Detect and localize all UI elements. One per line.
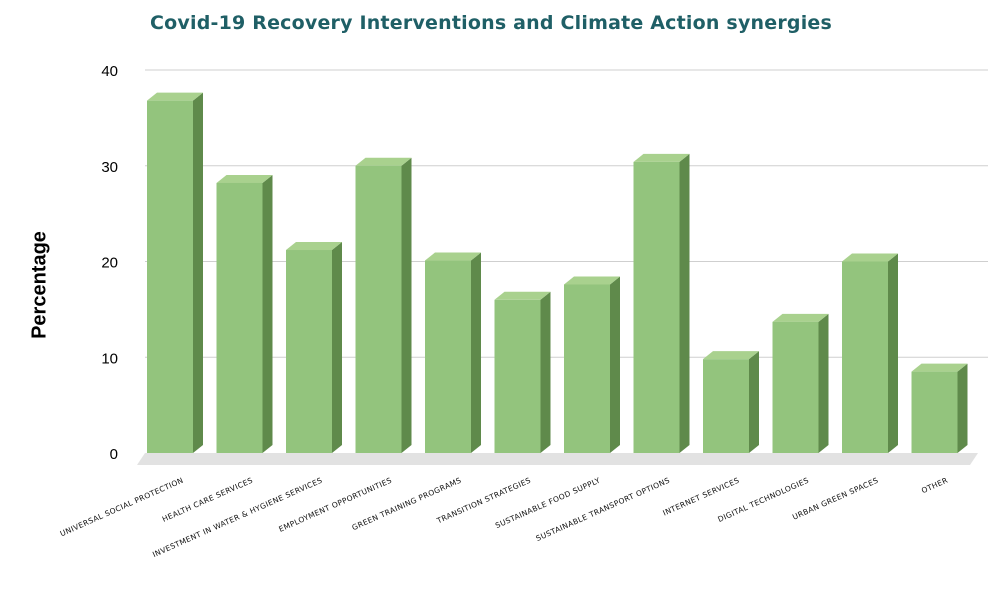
bar-top	[425, 252, 481, 261]
bar	[772, 313, 829, 453]
bar-front	[147, 100, 193, 453]
x-tick-label: GREEN TRAINING PROGRAMS	[351, 476, 463, 533]
bar-top	[286, 242, 342, 251]
bar-side	[193, 92, 203, 453]
bar-front	[703, 359, 749, 453]
bar-side	[471, 252, 481, 453]
bar-top	[564, 276, 620, 285]
x-tick-label: UNIVERSAL SOCIAL PROTECTION	[59, 476, 185, 539]
bar-side	[401, 157, 412, 453]
bar-front	[494, 299, 541, 453]
y-tick-label: 0	[110, 446, 118, 463]
chart-floor	[137, 453, 978, 465]
bar-front	[286, 250, 332, 453]
bar	[564, 276, 620, 453]
bar-side	[957, 363, 968, 453]
bar-top	[355, 157, 412, 166]
bar-side	[262, 174, 273, 454]
bar-side	[540, 291, 551, 453]
y-tick-label: 20	[101, 255, 118, 272]
bar-front	[772, 321, 819, 453]
bar-side	[888, 253, 898, 453]
bar-top	[842, 253, 898, 262]
bar	[425, 252, 481, 453]
bar	[842, 253, 898, 453]
bar	[286, 242, 342, 453]
bar-front	[911, 371, 958, 453]
bar-top	[633, 153, 690, 162]
bar-side	[679, 153, 690, 454]
bar-top	[703, 351, 759, 360]
bar-front	[633, 161, 680, 454]
bar-side	[749, 351, 759, 453]
bar	[703, 351, 759, 453]
bar	[355, 157, 412, 453]
bar	[633, 153, 690, 454]
bar-top	[147, 92, 203, 101]
chart-title: Covid-19 Recovery Interventions and Clim…	[150, 12, 833, 34]
x-tick-label: SUSTAINABLE TRANSPORT OPTIONS	[535, 476, 672, 543]
bar-front	[564, 284, 610, 453]
bar-side	[610, 276, 620, 453]
x-tick-label: OTHER	[920, 476, 949, 496]
x-tick-label: EMPLOYMENT OPPORTUNITIES	[277, 476, 393, 534]
bar-side	[332, 242, 342, 453]
bar-front	[355, 165, 402, 453]
bar-front	[425, 260, 471, 453]
bar-top	[911, 363, 968, 372]
bar-front	[216, 182, 263, 454]
bar-top	[494, 291, 551, 300]
y-tick-label: 40	[101, 63, 118, 80]
bar	[147, 92, 203, 453]
y-tick-label: 10	[101, 350, 118, 367]
bar	[494, 291, 551, 453]
bar	[911, 363, 968, 453]
bar	[216, 174, 273, 454]
bar-front	[842, 261, 888, 453]
bar-top	[772, 313, 829, 322]
bar-side	[818, 313, 829, 453]
bar-top	[216, 174, 273, 183]
y-tick-label: 30	[101, 159, 118, 176]
